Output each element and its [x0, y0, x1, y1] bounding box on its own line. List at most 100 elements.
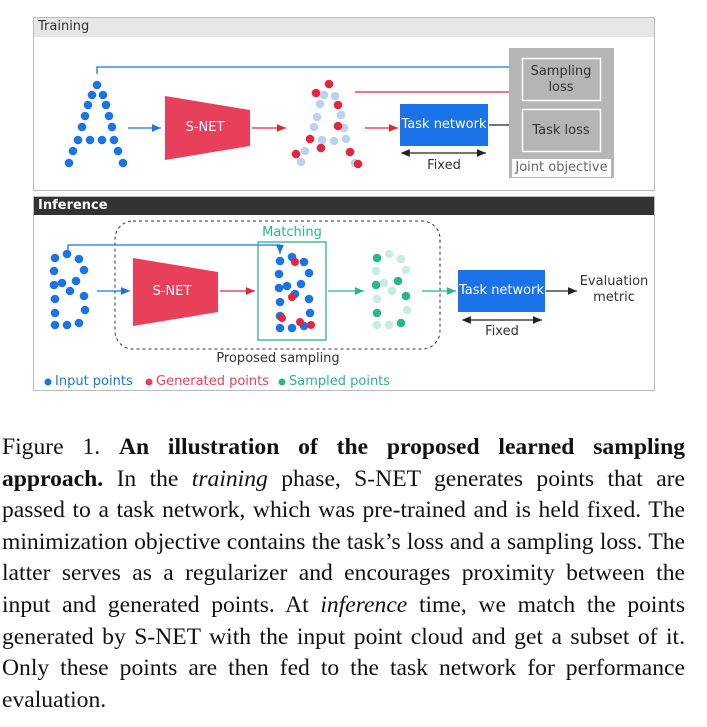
point — [92, 80, 102, 90]
legend-label: Sampled points — [289, 374, 391, 389]
point — [77, 122, 87, 132]
point — [79, 291, 89, 301]
point — [291, 149, 301, 159]
point — [107, 122, 117, 132]
figure — [33, 17, 655, 391]
caption-text: In the — [116, 465, 179, 492]
task-loss-label: Task loss — [532, 122, 590, 138]
legend-label: Input points — [55, 374, 133, 389]
evaluation-metric-label: Evaluation metric — [579, 274, 649, 305]
point — [57, 278, 67, 288]
fixed-label: Fixed — [427, 158, 461, 173]
point — [296, 157, 306, 167]
point — [50, 253, 60, 263]
arrow — [67, 244, 284, 254]
point — [49, 280, 59, 290]
point — [64, 158, 74, 168]
point — [309, 122, 319, 132]
inference-header — [34, 197, 654, 215]
point — [104, 111, 114, 121]
point — [401, 265, 411, 275]
point — [401, 291, 411, 301]
point — [312, 112, 322, 122]
legend-label: Generated points — [156, 374, 270, 389]
point — [71, 276, 81, 286]
point — [98, 90, 108, 100]
arrow — [96, 63, 520, 74]
legend-dot — [278, 378, 286, 386]
point — [353, 159, 363, 169]
sampling-loss-label: Sampling loss — [530, 63, 592, 95]
point — [317, 135, 327, 145]
point — [62, 249, 72, 259]
legend-dot — [145, 378, 153, 386]
snet-shape — [165, 96, 250, 160]
proposed-sampling-label: Proposed sampling — [200, 351, 356, 367]
point — [393, 276, 403, 286]
legend-dot — [44, 378, 52, 386]
caption-text: time, we match the points generated by S… — [2, 591, 686, 713]
task-network-label: Task network — [401, 117, 487, 132]
point — [50, 294, 60, 304]
task-network-label: Task network — [459, 283, 544, 298]
point — [68, 146, 78, 156]
point — [73, 135, 83, 145]
panel-label: Training — [38, 19, 90, 34]
task-network-box — [458, 270, 545, 312]
point — [79, 265, 89, 275]
snet-label: S-NET — [152, 284, 192, 299]
point — [305, 134, 315, 144]
point — [333, 121, 343, 131]
caption: Figure 1. An illustration of the propose… — [2, 432, 685, 716]
point — [336, 110, 346, 120]
point — [372, 320, 382, 330]
point — [80, 305, 90, 315]
point — [118, 158, 128, 168]
point — [101, 100, 111, 110]
point — [109, 135, 119, 145]
point — [296, 279, 306, 289]
point — [87, 90, 97, 100]
point-clouds — [49, 79, 412, 333]
point — [396, 318, 406, 328]
sampling-loss-box — [521, 57, 602, 102]
task-network-box — [400, 104, 488, 146]
point — [275, 256, 285, 266]
point — [275, 297, 285, 307]
point — [85, 135, 95, 145]
point — [307, 321, 315, 329]
training-header — [34, 18, 654, 37]
point — [74, 318, 84, 328]
point — [379, 278, 389, 288]
point — [113, 146, 123, 156]
point — [372, 294, 382, 304]
point — [324, 79, 334, 89]
point — [371, 280, 381, 290]
point — [275, 323, 285, 333]
point — [74, 254, 84, 264]
point — [50, 320, 60, 330]
matching-box — [257, 241, 327, 341]
matching-label: Matching — [240, 225, 344, 241]
point — [372, 253, 382, 263]
figure-number: Figure 1. — [2, 434, 101, 460]
caption-emphasis: inference — [320, 591, 408, 618]
point — [288, 293, 296, 301]
joint-objective-label-bg — [512, 159, 611, 177]
point — [396, 254, 406, 264]
point — [384, 249, 394, 259]
point — [402, 305, 412, 315]
point — [282, 281, 292, 291]
point — [274, 283, 284, 293]
point — [49, 266, 59, 276]
point — [304, 294, 314, 304]
point — [296, 318, 304, 326]
point — [345, 147, 355, 157]
point — [311, 88, 321, 98]
proposed-sampling-box — [114, 220, 441, 350]
snet-label: S-NET — [185, 120, 225, 135]
joint-objective-label: Joint objective — [515, 160, 608, 175]
point — [62, 320, 72, 330]
point — [341, 134, 351, 144]
